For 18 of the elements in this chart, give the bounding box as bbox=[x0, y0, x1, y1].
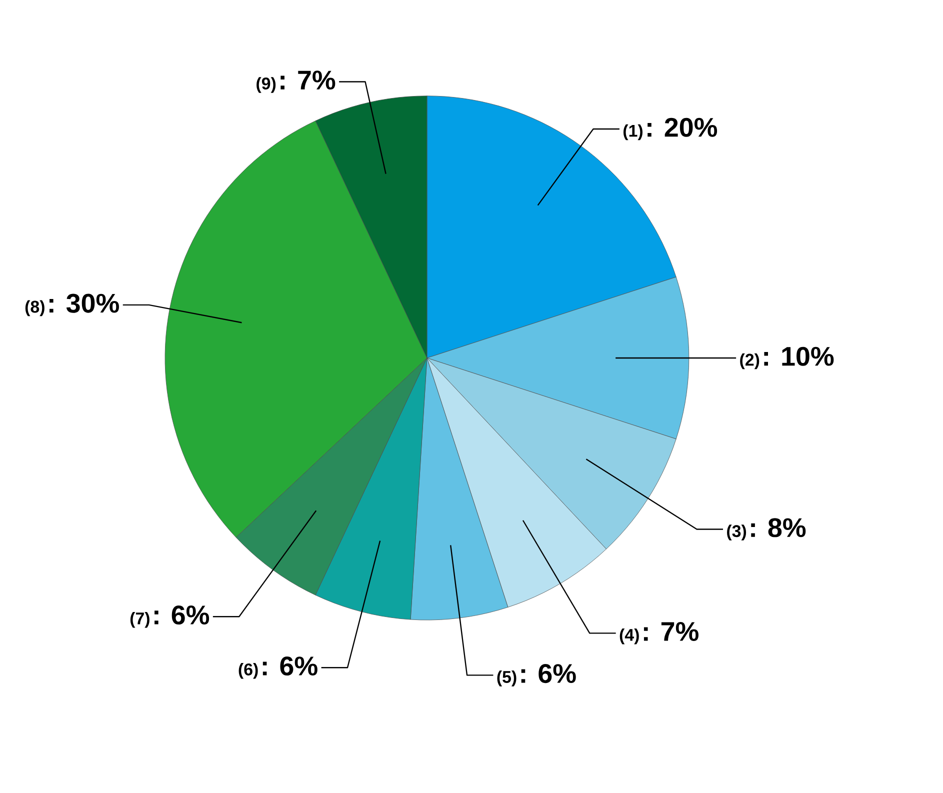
slice-label: (9) bbox=[256, 77, 276, 93]
slice-label: (2) bbox=[740, 353, 760, 370]
data-label: : 6% bbox=[154, 605, 210, 625]
data-label: : 8% bbox=[751, 518, 806, 538]
slice-label: (8) bbox=[25, 300, 44, 316]
data-label: : 30% bbox=[50, 294, 119, 313]
data-label: : 6% bbox=[262, 656, 318, 676]
slice-label: (1) bbox=[623, 124, 642, 140]
data-label: : 7% bbox=[644, 622, 698, 641]
slice-label: (4) bbox=[620, 628, 639, 644]
data-label: : 6% bbox=[521, 664, 576, 684]
slice-label: (6) bbox=[238, 663, 258, 679]
data-label: : 7% bbox=[280, 70, 336, 90]
slice-label: (7) bbox=[130, 612, 150, 628]
data-label: : 10% bbox=[764, 346, 834, 366]
slice-label: (3) bbox=[727, 524, 746, 540]
data-label: : 20% bbox=[648, 118, 718, 137]
slice-label: (5) bbox=[497, 670, 516, 686]
